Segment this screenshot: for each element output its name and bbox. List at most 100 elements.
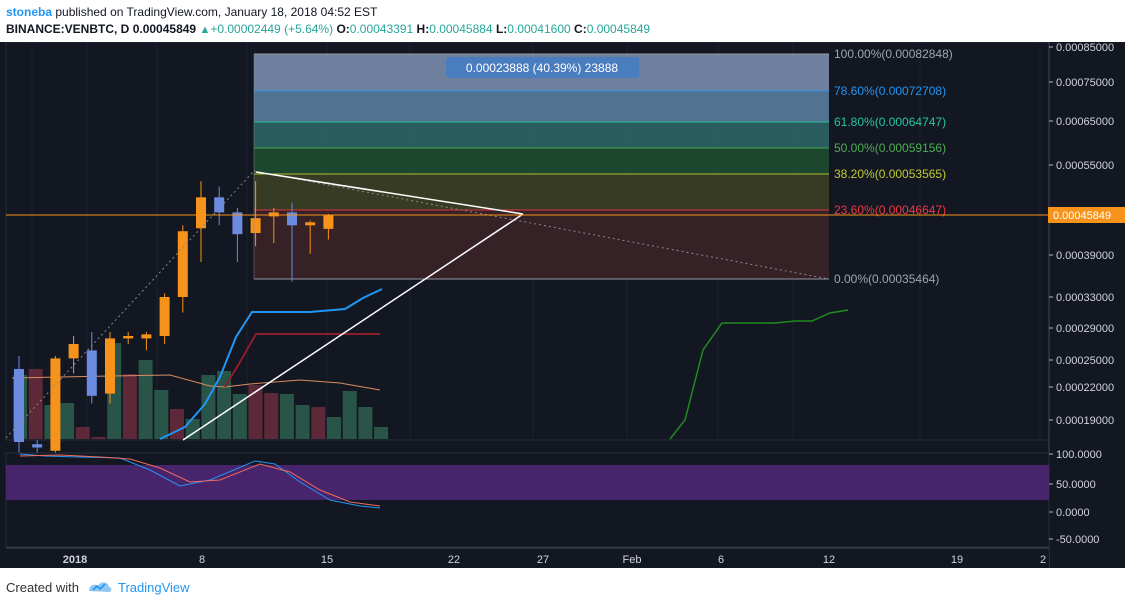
volume-bar xyxy=(232,394,247,439)
fib-zone xyxy=(254,91,829,122)
volume-bar xyxy=(138,360,153,439)
time-tick-label: 2018 xyxy=(63,554,87,566)
rsi-axis[interactable]: 100.0000 50.0000 0.0000 -50.0000 xyxy=(1049,449,1102,546)
candle-body xyxy=(14,369,24,442)
rsi-line xyxy=(19,453,381,509)
triangle-upper-line xyxy=(255,171,524,215)
close-label: C: xyxy=(574,22,587,36)
volume-bar xyxy=(170,409,184,439)
published-text: published on TradingView.com, January 18… xyxy=(55,5,378,19)
volume-bar xyxy=(217,371,232,439)
volume-bar xyxy=(28,369,43,439)
candle-body xyxy=(86,350,97,396)
open-value: 0.00043391 xyxy=(349,22,414,36)
tradingview-link[interactable]: TradingView xyxy=(118,580,190,595)
price-tick-label: 0.00019000 xyxy=(1056,415,1114,427)
trend-lines[interactable] xyxy=(5,54,830,441)
volume-ma-line xyxy=(11,374,381,391)
volume-bar xyxy=(122,374,137,439)
candle-body xyxy=(250,218,261,234)
measure-box xyxy=(446,57,639,78)
time-tick-label: 12 xyxy=(823,554,835,566)
volume-bar xyxy=(342,391,357,439)
volume-bar xyxy=(185,419,200,439)
rsi-band xyxy=(6,465,1049,500)
time-tick-label: 8 xyxy=(199,554,205,566)
price-tick-label: 0.00075000 xyxy=(1056,77,1114,89)
candle-body xyxy=(50,358,61,451)
close-value: 0.00045849 xyxy=(586,22,651,36)
volume-bar xyxy=(374,427,389,439)
time-tick-label: 15 xyxy=(321,554,333,566)
fib-zone xyxy=(254,174,829,210)
price-axis-bg xyxy=(1049,42,1125,568)
footer: Created with TradingView xyxy=(0,568,1125,605)
candle-body xyxy=(123,336,134,339)
rsi-tick-label: 50.0000 xyxy=(1056,479,1096,491)
symbol-name: BINANCE:VENBTC, D xyxy=(6,22,130,36)
price-tick-label: 0.00025000 xyxy=(1056,355,1114,367)
publish-info: stoneba published on TradingView.com, Ja… xyxy=(6,5,377,19)
fib-trend-dashed xyxy=(5,170,255,439)
price-tick-label: 0.00055000 xyxy=(1056,160,1114,172)
time-tick-label: 2 xyxy=(1040,554,1046,566)
fib-zone xyxy=(254,148,829,174)
fib-level-label: 78.60%(0.00072708) xyxy=(834,84,946,98)
current-price-box xyxy=(1048,207,1125,223)
fib-zone xyxy=(254,122,829,148)
fib-level-label: 50.00%(0.00059156) xyxy=(834,141,946,155)
time-tick-label: 19 xyxy=(951,554,963,566)
rsi-signal-line xyxy=(19,454,381,507)
time-axis-bg xyxy=(6,548,1049,568)
price-tick-label: 0.00022000 xyxy=(1056,382,1114,394)
rsi-tick-label: 100.0000 xyxy=(1056,449,1102,461)
fib-zone xyxy=(254,210,829,279)
rsi-lines xyxy=(19,453,381,509)
candle-body xyxy=(196,197,206,229)
measure-label: 0.00023888 (40.39%) 23888 xyxy=(466,61,618,75)
price-tick-label: 0.00033000 xyxy=(1056,292,1114,304)
volume-bar xyxy=(279,394,294,439)
volume-bar xyxy=(91,437,106,439)
price-tick-label: 0.00039000 xyxy=(1056,250,1114,262)
price-tick-label: 0.00085000 xyxy=(1056,42,1114,54)
price-axis[interactable]: 0.00085000 0.00075000 0.00065000 0.00055000… xyxy=(1048,42,1125,568)
volume-bar xyxy=(264,393,279,439)
price-chart[interactable]: 100.00%(0.00082848) 78.60%(0.00072708) 61.… xyxy=(0,42,1125,568)
support-line xyxy=(224,333,380,388)
created-with-text: Created with xyxy=(6,580,79,595)
candles xyxy=(14,181,334,453)
fib-level-label: 0.00%(0.00035464) xyxy=(834,272,939,286)
volume-bar xyxy=(358,407,373,439)
candle-body xyxy=(159,297,170,336)
chart-header: stoneba published on TradingView.com, Ja… xyxy=(0,0,1125,42)
moving-average-line xyxy=(159,288,383,440)
volume-bar xyxy=(60,403,75,439)
candle-body xyxy=(32,444,43,448)
rsi-tick-label: 0.0000 xyxy=(1056,507,1090,519)
candle-body xyxy=(287,212,297,226)
volume-bar xyxy=(295,405,310,439)
time-tick-label: Feb xyxy=(623,554,642,566)
measure-tool: 0.00023888 (40.39%) 23888 xyxy=(446,57,639,78)
rsi-tick-label: -50.0000 xyxy=(1056,534,1099,546)
candle-body xyxy=(232,212,243,235)
volume-bar xyxy=(75,427,90,439)
triangle-lower-line xyxy=(182,213,524,441)
price-change: +0.00002449 (+5.64%) xyxy=(210,22,334,36)
candle-body xyxy=(68,344,79,359)
tradingview-logo-icon xyxy=(89,582,112,592)
candle-body xyxy=(177,231,188,297)
low-value: 0.00041600 xyxy=(507,22,571,36)
current-price-tag: 0.00045849 xyxy=(1048,207,1125,223)
time-tick-label: 6 xyxy=(718,554,724,566)
time-axis[interactable]: 2018 8 15 22 27 Feb 6 12 19 2 xyxy=(6,547,1049,568)
fib-level-label: 38.20%(0.00053565) xyxy=(834,167,946,181)
candle-body xyxy=(214,197,225,213)
volume-bar xyxy=(327,417,341,439)
symbol-info: BINANCE:VENBTC, D 0.00045849 ▲+0.0000244… xyxy=(6,22,650,36)
candle-body xyxy=(323,214,334,229)
high-label: H: xyxy=(416,22,430,36)
volume-bar xyxy=(248,385,263,439)
author-link[interactable]: stoneba xyxy=(6,5,53,19)
